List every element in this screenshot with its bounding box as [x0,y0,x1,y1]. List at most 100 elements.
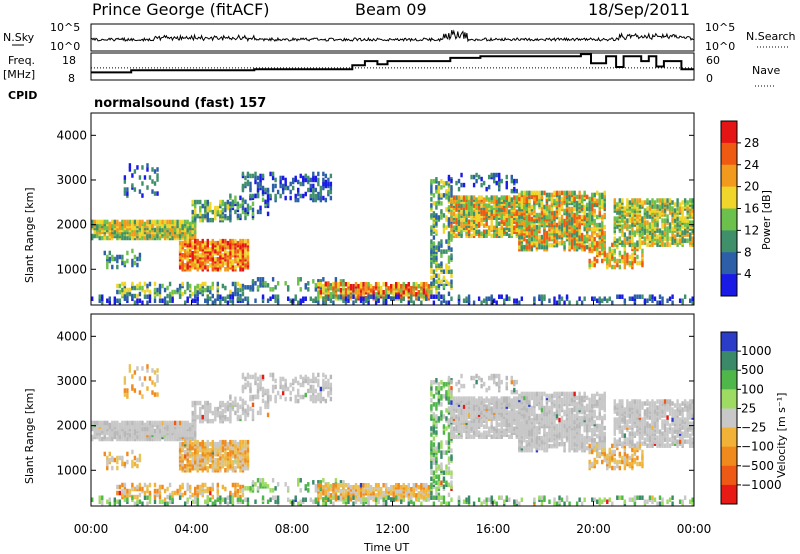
velocity-cell [209,447,212,453]
velocity-cell [274,394,277,400]
power-cell [568,206,571,212]
power-cell [199,287,202,293]
power-cell [224,296,227,301]
power-cell [420,281,423,287]
power-cell [555,222,559,228]
velocity-cell [271,372,275,378]
velocity-cell [161,484,164,490]
velocity-cell [209,418,212,424]
power-cell [590,236,594,242]
velocity-cell [239,445,242,451]
velocity-cell [224,468,227,473]
power-cell [123,191,127,196]
power-cell [319,294,323,299]
power-cell [588,258,591,264]
power-cell [643,200,647,205]
power-cell [440,253,443,258]
power-cell [440,215,443,220]
velocity-cell [329,493,333,498]
power-cell [249,205,252,211]
power-cell [123,260,127,266]
power-cell [196,213,199,219]
power-cell [369,294,373,299]
velocity-cell [131,463,134,469]
velocity-cell [161,428,164,434]
frequency-panel: Freq. [MHz] 18 8 60 0 Nave [3,52,780,87]
velocity-cell [123,424,127,430]
velocity-cell [153,382,157,387]
power-cell [603,230,606,236]
velocity-cell [324,493,328,498]
power-cell [251,285,255,290]
power-cell [239,283,242,289]
power-cell [570,240,574,246]
power-cell [498,172,501,178]
power-cell [472,300,476,305]
velocity-cell [191,445,194,451]
velocity-cell [116,465,119,471]
power-cell [503,211,506,216]
power-cell [535,234,539,240]
power-cell [475,197,478,202]
velocity-cell [246,439,250,445]
velocity-cell [211,439,214,445]
power-cell [206,205,209,211]
velocity-cell [204,414,207,420]
power-cell [133,285,137,291]
velocity-cell [206,455,209,461]
power-cell [530,204,534,210]
power-cell [555,242,559,248]
power-cell [224,238,227,244]
power-cell [372,294,375,299]
power-cell [136,219,139,225]
power-cell [596,222,599,228]
power-cell [199,244,202,250]
power-cell [329,185,333,191]
power-cell [563,222,566,228]
power-cell [289,195,292,201]
power-cell [631,216,634,221]
velocity-cell [307,376,310,382]
power-colorbar-tick: 24 [744,158,759,172]
power-cell [508,221,511,226]
velocity-cell [146,488,149,494]
velocity-cell [126,451,129,457]
power-cell [616,216,619,221]
power-cell [593,246,596,252]
power-cell [417,290,421,295]
power-cell [445,215,448,220]
power-cell [146,167,149,172]
velocity-cell [148,424,152,430]
velocity-cell [194,439,197,445]
power-cell [367,281,370,287]
power-cell [349,283,353,289]
power-cell [545,238,549,244]
velocity-cell [209,486,212,492]
power-cell [538,202,541,208]
power-cell [244,296,247,301]
velocity-cell [236,492,240,498]
power-cell [188,238,192,244]
power-cell [641,240,644,245]
velocity-cell [206,466,209,471]
power-cell [251,173,255,179]
power-cell [178,246,182,252]
velocity-cell [199,400,202,406]
power-cell [422,294,426,299]
velocity-cell [219,400,222,406]
power-cell [327,189,330,195]
velocity-cell [254,372,257,378]
power-cell [500,225,503,230]
velocity-cell [211,410,214,416]
power-cell [186,219,189,225]
velocity-cell [317,378,320,384]
power-cell [219,254,222,260]
power-cell [558,216,561,222]
power-cell [648,206,652,211]
velocity-cell [246,461,250,467]
power-cell [126,287,129,293]
velocity-cell [279,380,282,386]
power-cell [412,290,415,295]
power-cell [651,294,654,299]
power-cell [138,281,142,287]
